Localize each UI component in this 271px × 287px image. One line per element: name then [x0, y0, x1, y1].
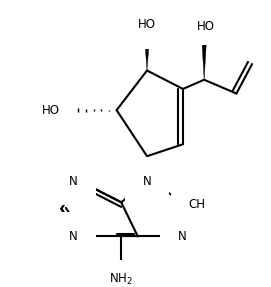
Text: N: N	[178, 230, 186, 243]
Text: HO: HO	[138, 18, 156, 31]
Polygon shape	[202, 40, 207, 80]
Polygon shape	[145, 156, 149, 181]
Polygon shape	[145, 40, 149, 71]
Text: HO: HO	[41, 104, 59, 117]
Text: HO: HO	[197, 20, 215, 33]
Text: N: N	[143, 174, 151, 188]
Text: N: N	[69, 230, 78, 243]
Text: CH: CH	[189, 198, 205, 211]
Text: NH$_2$: NH$_2$	[109, 272, 133, 286]
Text: N: N	[69, 174, 78, 188]
